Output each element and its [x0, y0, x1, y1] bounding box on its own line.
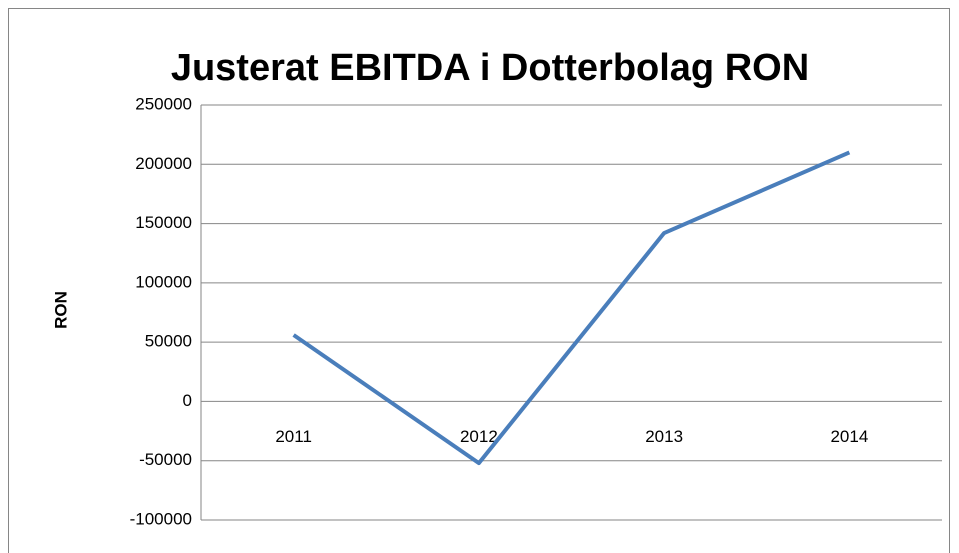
- y-axis-label: RON: [51, 291, 70, 329]
- y-tick-label: 200000: [135, 154, 192, 173]
- y-tick-label: -50000: [139, 450, 192, 469]
- y-tick-label: -100000: [130, 509, 192, 528]
- x-tick-label: 2011: [275, 427, 312, 446]
- y-tick-label: 250000: [135, 94, 192, 113]
- y-tick-label: 150000: [135, 213, 192, 232]
- y-tick-label: 50000: [145, 332, 192, 351]
- chart-title: Justerat EBITDA i Dotterbolag RON: [171, 47, 809, 89]
- x-tick-label: 2014: [830, 427, 868, 446]
- data-line: [292, 150, 851, 466]
- y-tick-label: 0: [183, 391, 192, 410]
- x-tick-label: 2012: [460, 427, 498, 446]
- y-tick-label: 100000: [135, 272, 192, 291]
- x-tick-label: 2013: [645, 427, 683, 446]
